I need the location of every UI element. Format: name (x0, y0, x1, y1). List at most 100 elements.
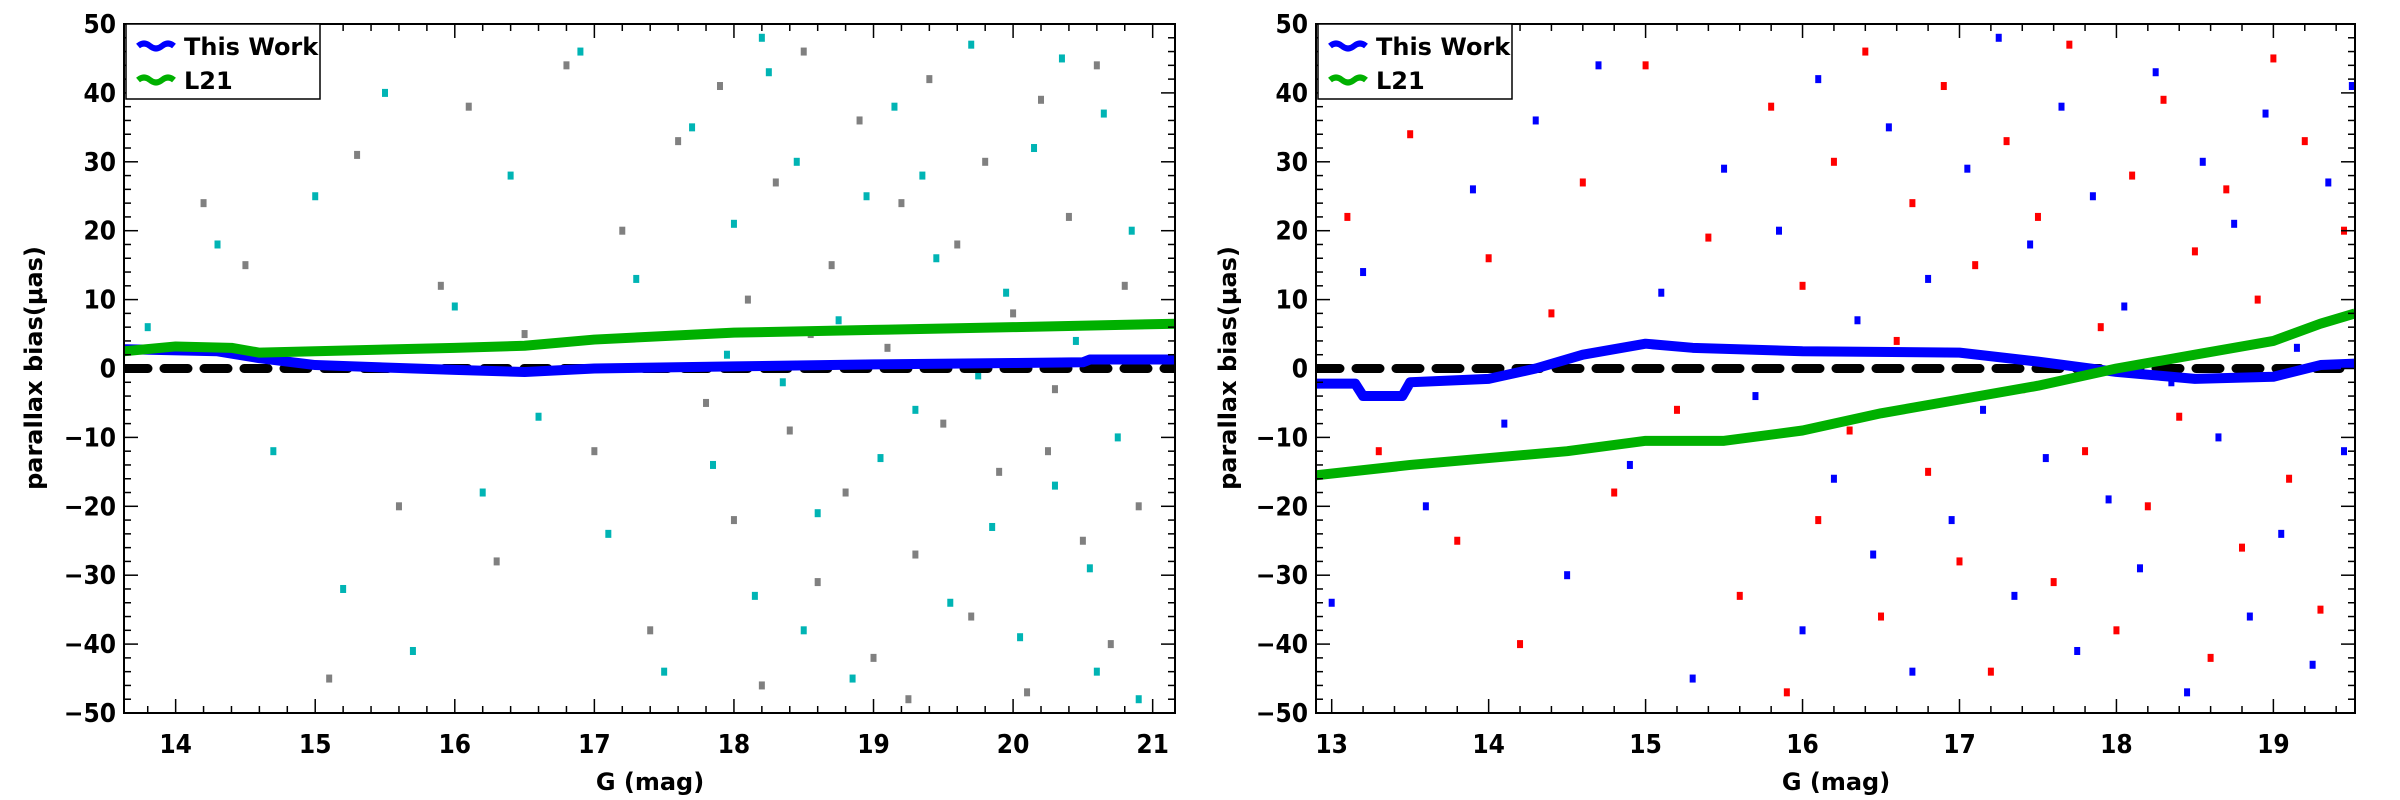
y-tick-label: 10 (1275, 286, 1308, 316)
legend-line-swatch-icon (136, 40, 176, 52)
data-point (968, 40, 975, 49)
data-point (933, 254, 940, 263)
data-point (1775, 226, 1782, 235)
data-point (1799, 626, 1806, 635)
x-tick-label: 19 (857, 730, 890, 760)
data-point (409, 646, 416, 655)
data-point (1768, 102, 1775, 111)
data-point (619, 226, 626, 235)
data-point (954, 240, 961, 249)
data-point (835, 316, 842, 325)
data-point (2325, 178, 2332, 187)
data-point (2027, 240, 2034, 249)
x-axis-label: G (mag) (1782, 768, 1890, 796)
y-tick-label: −40 (1256, 630, 1308, 660)
data-point (1987, 667, 1994, 676)
line-this-work (1316, 338, 2355, 402)
x-tick-label: 20 (997, 730, 1030, 760)
left-panel: G (mag) parallax bias(μas) 14 15 16 17 18 19 2… (20, 10, 1176, 796)
data-point (1799, 281, 1806, 290)
data-point (884, 343, 891, 352)
x-tick-label: 14 (1472, 730, 1505, 760)
data-point (779, 378, 786, 387)
data-point (326, 674, 333, 683)
data-point (1532, 116, 1539, 125)
data-point (1626, 460, 1633, 469)
data-point (2293, 343, 2300, 352)
x-tick-label: 15 (1629, 730, 1662, 760)
data-point (1673, 405, 1680, 414)
data-point (996, 467, 1003, 476)
plot-area (124, 33, 1175, 704)
data-point (521, 330, 528, 339)
data-point (2113, 626, 2120, 635)
y-tick-label: 30 (83, 148, 116, 178)
data-point (535, 412, 542, 421)
data-point (312, 192, 319, 201)
data-point (1072, 336, 1079, 345)
right-panel: G (mag) parallax bias(μas) 13 14 15 16 17 18 1… (1214, 10, 2356, 796)
data-point (1940, 82, 1947, 91)
data-point (2082, 447, 2089, 456)
data-point (1360, 268, 1367, 277)
line-this-work (124, 344, 1175, 377)
data-point (605, 529, 612, 538)
data-point (1114, 433, 1121, 442)
data-point (661, 667, 668, 676)
data-point (591, 447, 598, 456)
data-point (786, 426, 793, 435)
data-point (2191, 247, 2198, 256)
x-tick-label: 16 (1786, 730, 1819, 760)
data-point (1893, 336, 1900, 345)
data-point (814, 509, 821, 518)
data-point (730, 516, 737, 525)
x-tick-label: 19 (2257, 730, 2290, 760)
data-point (1925, 274, 1932, 283)
data-point (2074, 646, 2081, 655)
data-point (758, 33, 765, 42)
data-point (793, 157, 800, 166)
data-point (975, 371, 982, 380)
x-tick-label: 13 (1315, 730, 1348, 760)
data-point (214, 240, 221, 249)
data-point (382, 88, 389, 97)
legend-line-swatch-icon (1328, 74, 1368, 86)
data-point (2097, 323, 2104, 332)
data-point (2003, 137, 2010, 146)
data-point (1885, 123, 1892, 132)
data-point (1548, 309, 1555, 318)
data-point (1642, 61, 1649, 70)
data-point (1658, 288, 1665, 297)
data-point (1956, 557, 1963, 566)
data-point (2168, 378, 2175, 387)
y-tick-label: 20 (1275, 217, 1308, 247)
data-point (1031, 144, 1038, 153)
data-point (1044, 447, 1051, 456)
y-tick-label: −10 (64, 423, 116, 453)
data-point (1564, 571, 1571, 580)
data-point (1128, 226, 1135, 235)
legend: This Work L21 (125, 23, 321, 100)
y-tick-label: 50 (83, 10, 116, 40)
data-point (1736, 591, 1743, 600)
data-point (2089, 192, 2096, 201)
data-point (2301, 137, 2308, 146)
legend-box (1317, 23, 1513, 100)
data-point (1024, 688, 1031, 697)
data-point (919, 171, 926, 180)
data-point (982, 157, 989, 166)
data-point (1846, 426, 1853, 435)
data-point (200, 199, 207, 208)
data-point (2348, 82, 2355, 91)
y-tick-label: −10 (1256, 423, 1308, 453)
data-point (395, 502, 402, 511)
data-point (1595, 61, 1602, 70)
data-point (1485, 254, 1492, 263)
data-point (1948, 516, 1955, 525)
data-point (2050, 578, 2057, 587)
data-point (758, 681, 765, 690)
data-point (2121, 302, 2128, 311)
x-tick-label: 17 (578, 730, 611, 760)
x-axis-label: G (mag) (596, 768, 704, 796)
data-point (437, 281, 444, 290)
